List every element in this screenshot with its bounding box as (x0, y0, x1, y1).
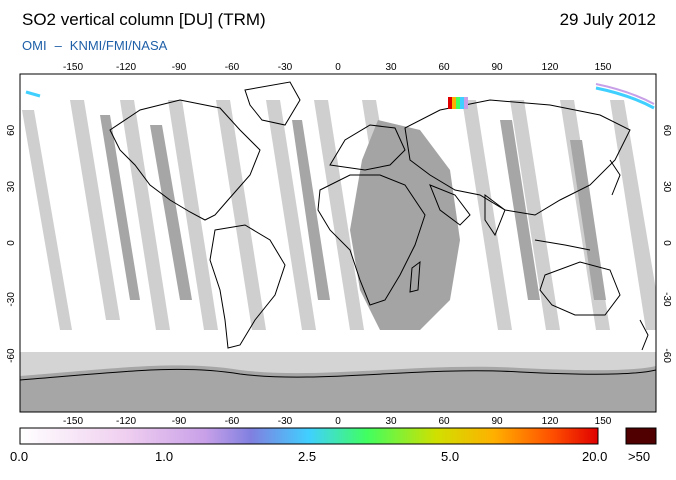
map-title: SO2 vertical column [DU] (TRM) (22, 10, 266, 29)
lon-tick-label: 0 (335, 62, 341, 73)
lon-tick-label: -60 (225, 416, 240, 427)
source-dash: – (54, 38, 62, 53)
colorbar-label: 5.0 (441, 449, 460, 464)
colorbar (19, 427, 599, 445)
colorbar-label: 0.0 (10, 449, 29, 464)
lat-ticks-left: 60 30 0 -30 -60 (6, 124, 17, 363)
lon-tick-label: 60 (438, 62, 450, 73)
lon-tick-label: -90 (172, 416, 187, 427)
colorbar-label: >50 (628, 449, 651, 464)
lat-tick-label: 0 (6, 240, 17, 246)
colorbar-overflow (625, 427, 657, 445)
lon-tick-label: 30 (385, 416, 397, 427)
lon-tick-label: -30 (278, 62, 293, 73)
lon-tick-label: 90 (491, 62, 503, 73)
swath-layer (20, 81, 656, 412)
colorbar-label: 1.0 (155, 449, 174, 464)
lon-ticks-bottom: -150 -120 -90 -60 -30 0 30 60 90 120 150 (63, 416, 612, 427)
lon-tick-label: -30 (278, 416, 293, 427)
lon-tick-label: 120 (542, 62, 559, 73)
lon-tick-label: 30 (385, 62, 397, 73)
lon-tick-label: 150 (595, 416, 612, 427)
lat-tick-label: 60 (6, 124, 17, 136)
lat-tick-label: -60 (661, 348, 672, 363)
lon-tick-label: 120 (542, 416, 559, 427)
lat-tick-label: 60 (661, 125, 672, 137)
lon-tick-label: 90 (491, 416, 503, 427)
colorbar-label: 2.5 (298, 449, 317, 464)
source-line: OMI – KNMI/FMI/NASA (22, 38, 167, 53)
map-frame (19, 73, 657, 413)
lat-tick-label: -30 (6, 292, 17, 307)
map-date: 29 July 2012 (559, 10, 656, 29)
source-prefix: OMI (22, 38, 47, 53)
lon-tick-label: -60 (225, 62, 240, 73)
lon-tick-label: 150 (595, 62, 612, 73)
antarctica (20, 365, 656, 412)
lon-tick-label: 60 (438, 416, 450, 427)
so2-hotspots (25, 83, 655, 110)
lon-tick-label: -120 (116, 416, 136, 427)
lon-tick-label: -150 (63, 62, 83, 73)
lon-tick-label: -150 (63, 416, 83, 427)
coastlines (20, 81, 656, 381)
lon-tick-label: -90 (172, 62, 187, 73)
lat-ticks-right: 60 30 0 -30 -60 (661, 125, 672, 364)
lat-tick-label: -30 (661, 292, 672, 307)
lat-tick-label: -60 (6, 348, 17, 363)
source-agencies: KNMI/FMI/NASA (69, 38, 168, 53)
lat-tick-label: 30 (6, 181, 17, 193)
colorbar-label: 20.0 (582, 449, 608, 464)
lat-tick-label: 30 (661, 181, 672, 193)
lon-tick-label: 0 (335, 416, 341, 427)
missing-data-sector (350, 120, 460, 330)
lat-tick-label: 0 (661, 240, 672, 246)
lon-ticks-top: -150 -120 -90 -60 -30 0 30 60 90 120 150 (63, 62, 612, 73)
orbit-gaps-dark (100, 115, 606, 300)
lon-tick-label: -120 (116, 62, 136, 73)
